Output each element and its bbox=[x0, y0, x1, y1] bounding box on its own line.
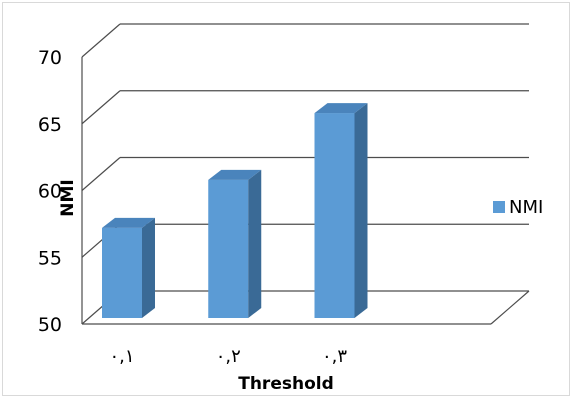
bars bbox=[102, 103, 368, 318]
x-axis-title: Threshold bbox=[238, 374, 334, 394]
legend: NMI bbox=[493, 197, 543, 218]
bar-side bbox=[354, 103, 368, 318]
bar-front bbox=[208, 179, 249, 318]
gridline-60 bbox=[81, 156, 529, 191]
floor-right-edge bbox=[490, 290, 530, 325]
y-axis-title: NMI bbox=[58, 179, 78, 216]
bar-front bbox=[314, 113, 355, 318]
gridline-70 bbox=[81, 23, 529, 58]
bar-front bbox=[102, 227, 142, 318]
y-tick-label: 65 bbox=[38, 114, 62, 136]
bar-3 bbox=[314, 103, 368, 318]
x-tick-label: ۰,۲ bbox=[216, 346, 241, 367]
bar-1 bbox=[102, 217, 155, 318]
bar-side bbox=[142, 217, 155, 318]
bar-top bbox=[314, 103, 368, 114]
gridline-65 bbox=[81, 90, 529, 125]
y-tick-label: 55 bbox=[38, 247, 62, 269]
x-tick-label: ۰,۳ bbox=[322, 346, 347, 367]
y-tick-label: 50 bbox=[38, 314, 62, 336]
x-tick-label: ۰,۱ bbox=[109, 346, 134, 367]
bar-top bbox=[208, 169, 262, 180]
x-tick-labels: ۰,۱ ۰,۲ ۰,۳ bbox=[109, 346, 347, 367]
gridlines bbox=[81, 23, 530, 325]
legend-label: NMI bbox=[509, 197, 543, 218]
chart-frame bbox=[2, 2, 570, 396]
bar-side bbox=[248, 169, 262, 318]
y-tick-label: 60 bbox=[38, 181, 62, 203]
bar-top bbox=[102, 217, 155, 228]
legend-swatch bbox=[493, 201, 505, 213]
y-tick-labels: 50 55 60 65 70 bbox=[38, 47, 62, 336]
bar-2 bbox=[208, 169, 262, 318]
y-tick-label: 70 bbox=[38, 47, 62, 69]
